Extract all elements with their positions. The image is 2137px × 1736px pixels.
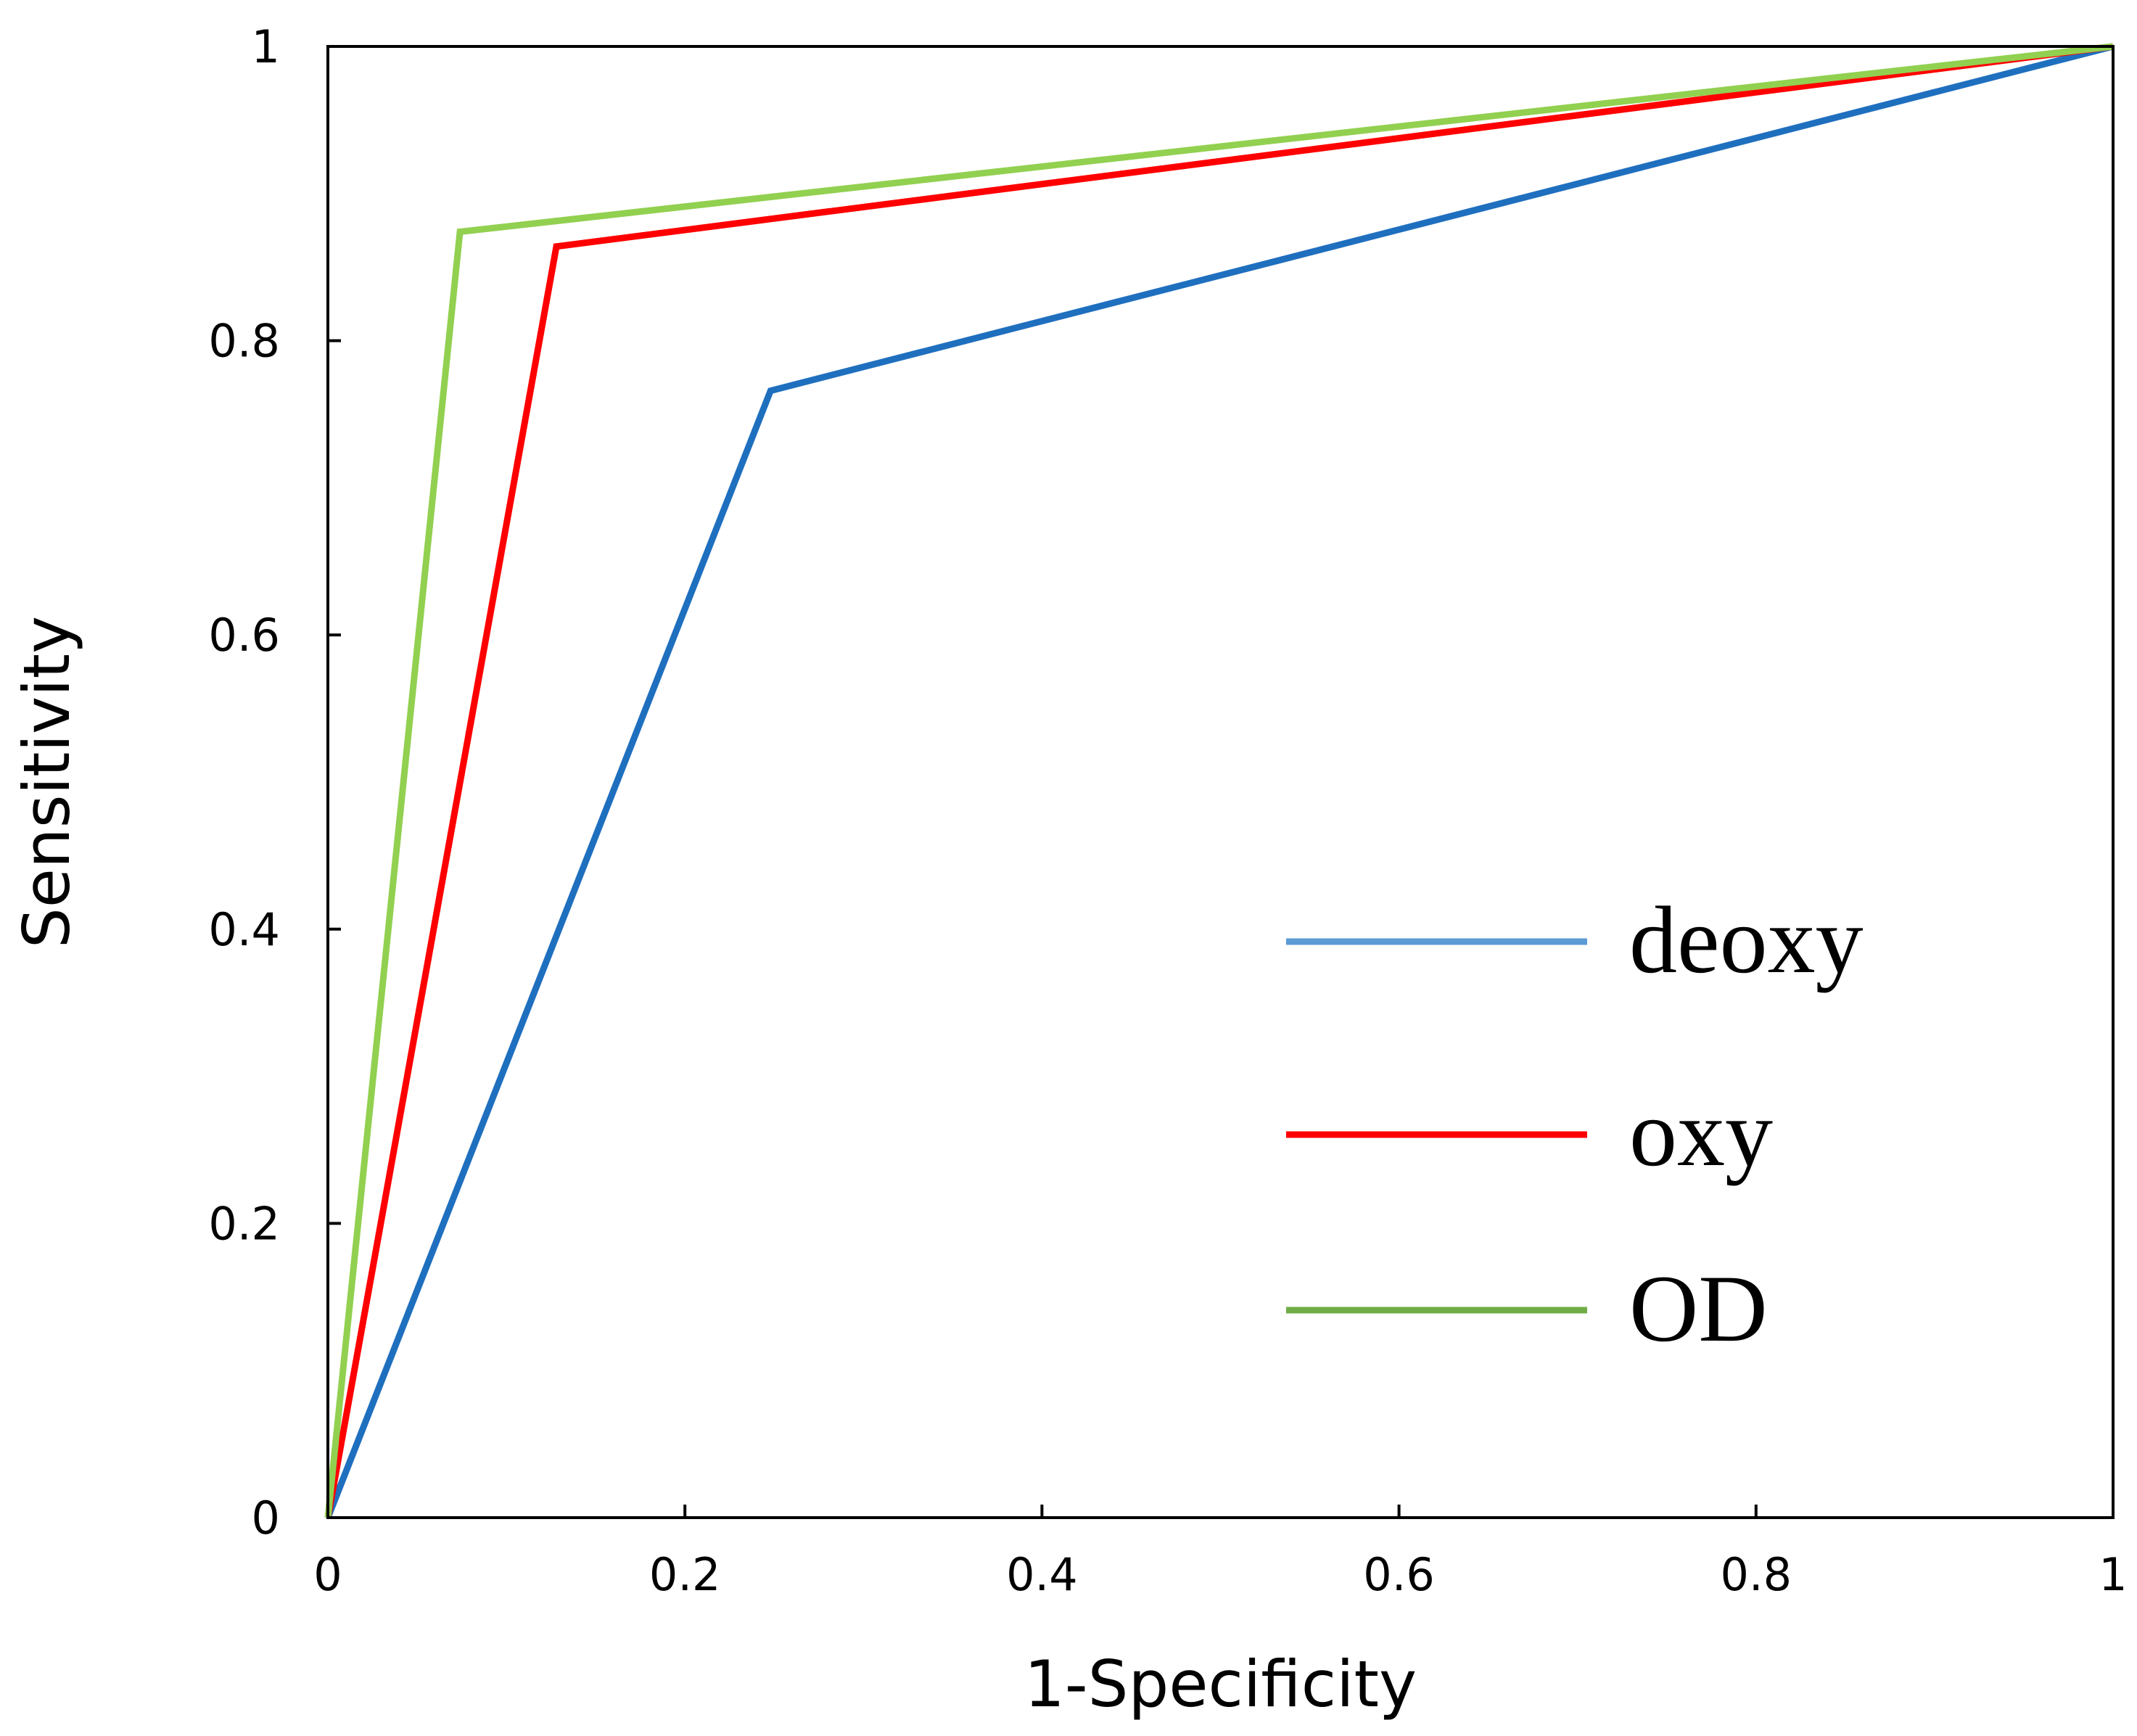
y-axis-title: Sensitivity <box>9 616 84 948</box>
plot-frame <box>326 45 2115 1519</box>
y-tick-label: 1 <box>252 20 280 73</box>
series-line-oxy <box>324 43 2114 1518</box>
x-tick-label: 0.4 <box>1006 1548 1078 1601</box>
y-tick-label: 0.6 <box>208 609 280 662</box>
x-tick-label: 0.6 <box>1363 1548 1435 1601</box>
y-tick-label: 0 <box>252 1492 280 1544</box>
x-tick-label: 0.8 <box>1720 1548 1792 1601</box>
x-tick-label: 1 <box>2099 1548 2127 1601</box>
legend-label-od: OD <box>1629 1255 1768 1362</box>
x-tick-label: 0 <box>313 1548 342 1601</box>
series-line-od <box>324 43 2114 1518</box>
x-tick-label: 0.2 <box>649 1548 721 1601</box>
y-tick-label: 0.8 <box>208 315 280 368</box>
y-tick-label: 0.4 <box>208 903 280 956</box>
legend: deoxy oxy OD <box>1286 886 1864 1362</box>
series-line-deoxy <box>324 43 2115 1519</box>
x-axis-title: 1-Specificity <box>1024 1647 1417 1721</box>
y-tick-label: 0.2 <box>208 1197 280 1250</box>
y-axis-ticks: 0 0.2 0.4 0.6 0.8 1 <box>208 20 341 1544</box>
legend-label-deoxy: deoxy <box>1629 886 1864 993</box>
x-axis-ticks: 0 0.2 0.4 0.6 0.8 1 <box>313 1505 2128 1601</box>
series-lines <box>324 43 2115 1519</box>
legend-label-oxy: oxy <box>1629 1079 1773 1186</box>
